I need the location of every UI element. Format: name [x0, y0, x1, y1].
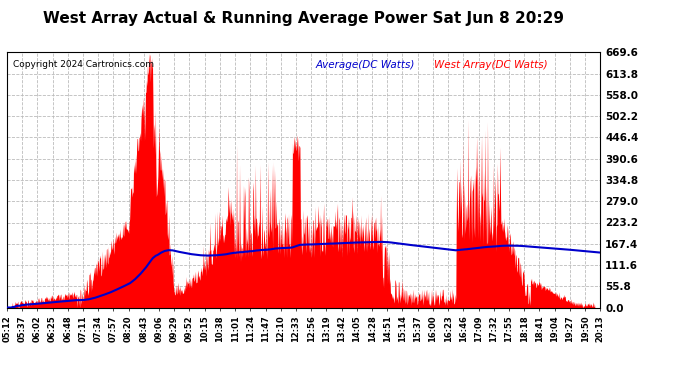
- Text: West Array Actual & Running Average Power Sat Jun 8 20:29: West Array Actual & Running Average Powe…: [43, 11, 564, 26]
- Text: Average(DC Watts): Average(DC Watts): [315, 60, 415, 70]
- Text: Copyright 2024 Cartronics.com: Copyright 2024 Cartronics.com: [13, 60, 154, 69]
- Text: West Array(DC Watts): West Array(DC Watts): [434, 60, 548, 70]
